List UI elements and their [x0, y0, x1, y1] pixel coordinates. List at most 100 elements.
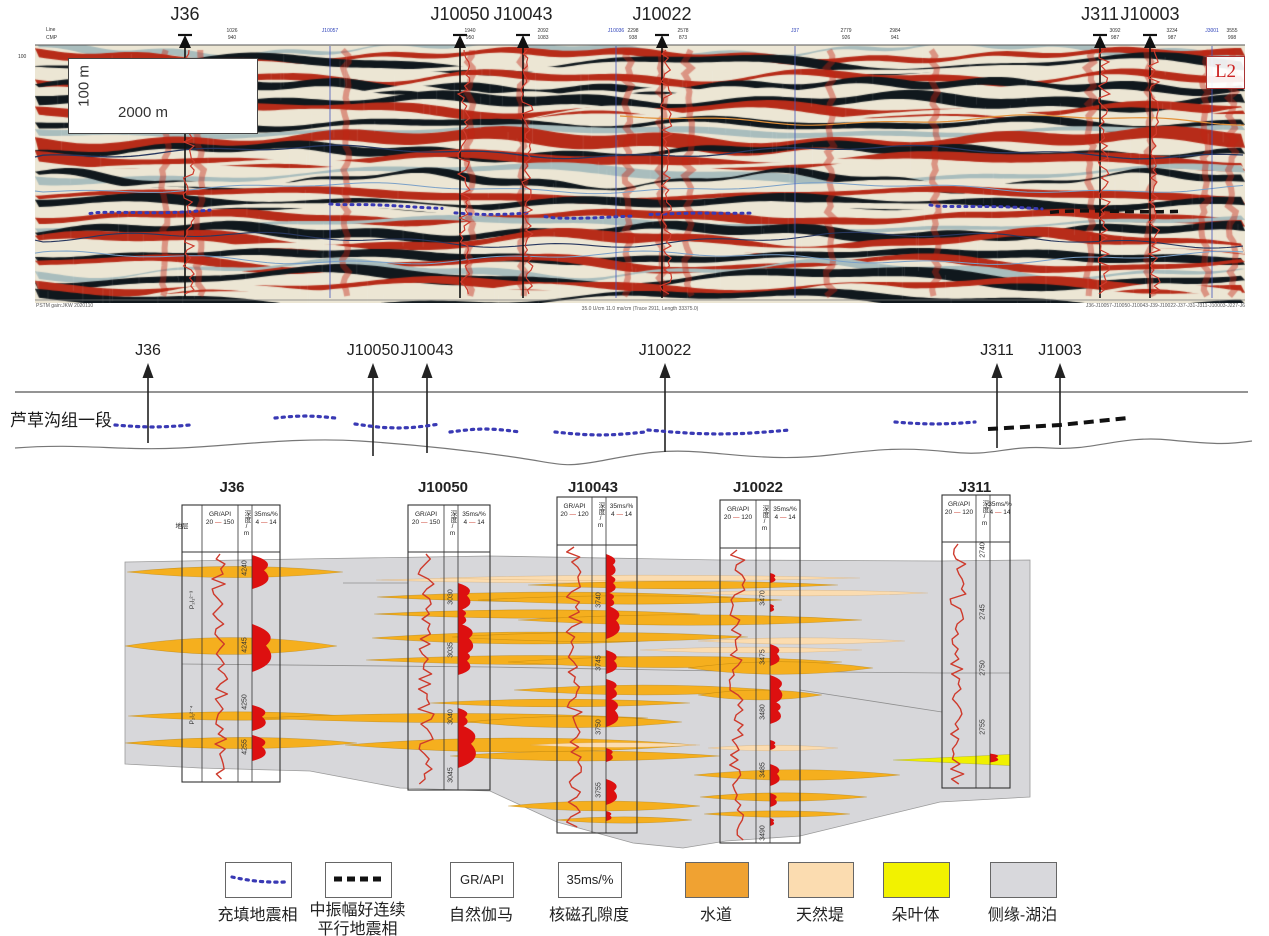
trace-tick-top: 3234 — [1166, 28, 1178, 34]
seismic-footer-right: J36-J10057-J10050-J10043-J39-J10022-J37-… — [1085, 303, 1245, 309]
porosity-anomaly — [770, 740, 776, 750]
depth-tick-label: 4245 — [241, 637, 249, 653]
trace-tick-top: 2779 — [840, 28, 852, 34]
seismic-facies-dotted — [648, 211, 756, 216]
seismic-well-label: J311 — [1081, 4, 1119, 24]
header-gr: GR/API 20 — 150 — [205, 511, 235, 526]
porosity-anomaly — [770, 764, 780, 786]
depth-tick-label: 3030 — [447, 589, 455, 605]
porosity-anomaly — [770, 700, 782, 724]
depth-tick-label: 3475 — [759, 649, 767, 665]
panel-well-title: J311 — [958, 479, 992, 496]
gr-curve-seismic — [456, 49, 472, 295]
header-poro: 35ms/% 4 — 14 — [773, 506, 797, 521]
porosity-anomaly — [770, 644, 780, 666]
line-drawing-well-label: J1003 — [1038, 342, 1082, 359]
levee-lens — [439, 574, 861, 582]
well-column — [556, 496, 638, 834]
channel-lens — [124, 737, 358, 749]
legend-swatch-7 — [883, 862, 950, 898]
line-drawing-well-label: J10022 — [638, 342, 692, 359]
header-depth: 深度/m — [597, 502, 604, 529]
depth-tick-label: 3480 — [759, 704, 767, 720]
porosity-anomaly — [606, 697, 619, 727]
legend-label-8: 侧缘-湖泊 — [987, 907, 1058, 924]
porosity-anomaly — [606, 779, 618, 805]
depth-tick-label: 3750 — [595, 719, 603, 735]
seismic-facies-dotted — [543, 214, 635, 220]
gr-curve — [417, 553, 435, 785]
porosity-anomaly — [606, 679, 618, 701]
porosity-anomaly — [770, 818, 775, 826]
trace-tick-bottom: 998 — [1227, 35, 1237, 41]
legend-swatch-8 — [990, 862, 1057, 898]
well-arrow-head — [142, 363, 154, 378]
deviated-well-label: J10057 — [321, 28, 339, 34]
line-drawing-well-label: J10050 — [346, 342, 400, 359]
depth-tick-label: 2755 — [979, 719, 987, 735]
seismic-facies-dashed — [1049, 209, 1179, 215]
seismic-facies-dotted — [88, 208, 212, 215]
well-arrow-head — [367, 363, 379, 378]
porosity-anomaly — [606, 811, 612, 821]
deviated-well-label: J10036 — [607, 28, 625, 34]
trace-tick-top: 3555 — [1226, 28, 1238, 34]
depth-tick-label: 3040 — [447, 709, 455, 725]
trace-tick-bottom: 940 — [227, 35, 237, 41]
facies-dotted-segment — [553, 430, 647, 437]
legend-label-4: 核磁孔隙度 — [548, 907, 630, 924]
levee-lens — [689, 589, 929, 597]
facies-dotted-segment — [273, 414, 337, 420]
porosity-anomaly — [606, 605, 620, 639]
gr-curve-seismic — [520, 49, 534, 295]
facies-dotted-segment — [893, 420, 977, 426]
porosity-anomaly — [252, 735, 266, 761]
derrick-icon — [454, 35, 466, 48]
channel-lens — [693, 769, 901, 781]
formation-label: 芦草沟组一段 — [10, 411, 112, 430]
dashed-facies-icon — [334, 876, 383, 882]
channel-lens — [699, 792, 868, 802]
scale-box — [68, 58, 258, 134]
porosity-anomaly — [252, 705, 266, 731]
depth-tick-label: 3045 — [447, 767, 455, 783]
trace-tick-bottom: 987 — [1110, 35, 1120, 41]
gr-curve — [211, 553, 229, 780]
porosity-anomaly — [606, 650, 618, 674]
depth-tick-label: 2740 — [979, 542, 987, 558]
axis-left-tick: 100 — [18, 54, 27, 60]
gr-curve — [728, 549, 746, 841]
porosity-anomaly — [770, 604, 775, 612]
channel-lens — [451, 632, 749, 642]
porosity-anomaly — [770, 675, 783, 705]
porosity-anomaly — [252, 624, 272, 672]
depth-tick-label: 2750 — [979, 660, 987, 676]
depth-tick-label: 3490 — [759, 825, 767, 841]
derrick-icon — [1094, 35, 1106, 48]
porosity-anomaly — [458, 608, 467, 626]
trace-tick-bottom: 987 — [1167, 35, 1177, 41]
depth-tick-label: 4250 — [241, 694, 249, 710]
channel-lens — [126, 566, 344, 578]
header-poro: 35ms/% 4 — 14 — [254, 511, 278, 526]
header-strat: 地层 — [175, 523, 189, 530]
channel-lens — [555, 816, 693, 824]
seismic-well-label: J10050 — [430, 4, 490, 24]
legend-label-7: 朵叶体 — [891, 907, 940, 924]
deviated-well-label: J3001 — [1205, 28, 1219, 34]
dotted-facies-icon — [230, 875, 287, 884]
trace-tick-bottom: 938 — [628, 35, 638, 41]
trace-tick-top: 2578 — [677, 28, 689, 34]
depth-tick-label: 3740 — [595, 592, 603, 608]
depth-tick-label: 3485 — [759, 762, 767, 778]
levee-lens — [639, 646, 863, 654]
line-drawing — [14, 363, 1253, 466]
base-wavy-line — [14, 438, 1253, 466]
facies-dotted-segment — [646, 428, 792, 436]
legend-swatch-6 — [788, 862, 854, 898]
header-poro: 35ms/% 4 — 14 — [462, 511, 486, 526]
porosity-anomaly — [458, 583, 471, 611]
seismic-footer-center: 35.0 U/cm 11.0 ms/cm (Trace 2911, Length… — [581, 306, 699, 312]
gr-curve — [949, 543, 967, 785]
